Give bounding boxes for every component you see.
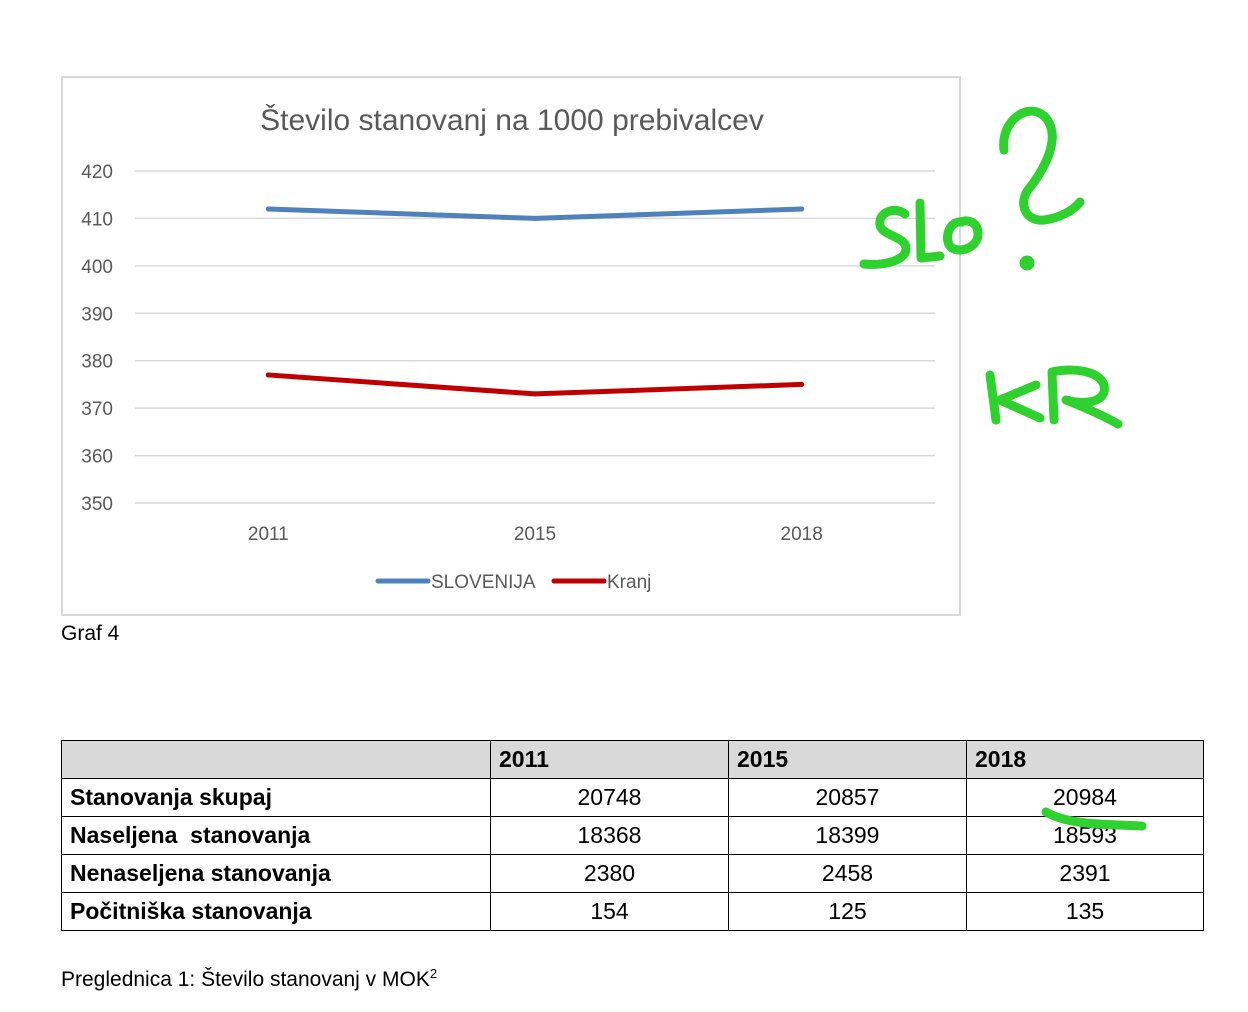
y-tick-label: 370: [81, 399, 113, 420]
data-point: [265, 372, 271, 378]
handwritten-question-mark: [999, 106, 1085, 225]
table-cell: 18368: [490, 816, 729, 855]
line-chart: Število stanovanj na 1000 prebivalcev 42…: [81, 103, 935, 593]
x-tick-label: 2018: [781, 524, 823, 545]
table-cell: 18593: [966, 816, 1204, 855]
y-tick-label: 390: [81, 304, 113, 325]
table-row: Počitniška stanovanja 154 125 135: [61, 892, 1204, 931]
footnote-marker: 2: [429, 966, 438, 981]
data-point: [532, 215, 538, 221]
chart-title: Število stanovanj na 1000 prebivalcev: [260, 103, 764, 137]
y-tick-label: 350: [81, 494, 113, 515]
series-line-kranj: [265, 372, 805, 397]
row-label: Stanovanja skupaj: [61, 778, 491, 817]
y-tick-label: 380: [81, 352, 113, 373]
handwritten-r: [1047, 365, 1123, 429]
housing-table: 2011 2015 2018 Stanovanja skupaj 20748 2…: [61, 740, 1204, 931]
y-axis-ticks: 420 410 400 390 380 370 360 350: [81, 162, 113, 515]
y-tick-label: 410: [81, 209, 113, 230]
legend-label: Kranj: [607, 572, 651, 593]
handwritten-k-arms: [995, 380, 1045, 423]
chart-container: Število stanovanj na 1000 prebivalcev 42…: [61, 76, 961, 616]
chart-legend: SLOVENIJA Kranj: [375, 572, 651, 593]
legend-label: SLOVENIJA: [431, 572, 536, 593]
table-header-year: 2018: [966, 740, 1204, 779]
y-tick-label: 400: [81, 257, 113, 278]
table-cell: 154: [490, 892, 729, 931]
table-cell: 125: [728, 892, 967, 931]
table-row: Naseljena stanovanja 18368 18399 18593: [61, 816, 1204, 855]
table-header-row: 2011 2015 2018: [61, 740, 1204, 779]
table-row: Stanovanja skupaj 20748 20857 20984: [61, 778, 1204, 817]
data-point: [799, 381, 805, 387]
table-cell: 20857: [728, 778, 967, 817]
chart-series: [265, 206, 805, 397]
table-header-year: 2011: [490, 740, 729, 779]
data-point: [799, 206, 805, 212]
y-tick-label: 420: [81, 162, 113, 183]
table-header-year: 2015: [728, 740, 967, 779]
handwritten-question-dot: [1019, 255, 1035, 271]
table-cell: 20984: [966, 778, 1204, 817]
table-cell: 20748: [490, 778, 729, 817]
graph-caption: Graf 4: [61, 622, 120, 645]
table-caption-text: Preglednica 1: Število stanovanj v MOK: [61, 968, 430, 991]
row-label: Počitniška stanovanja: [61, 892, 491, 931]
table-cell: 2380: [490, 854, 729, 893]
handwritten-k-stem: [985, 370, 1001, 425]
table-header-corner: [61, 740, 491, 779]
chart-gridlines: [135, 170, 935, 504]
data-point: [265, 206, 271, 212]
table-caption: Preglednica 1: Število stanovanj v MOK2: [61, 966, 438, 992]
table-cell: 135: [966, 892, 1204, 931]
row-label: Nenaseljena stanovanja: [61, 854, 491, 893]
table-row: Nenaseljena stanovanja 2380 2458 2391: [61, 854, 1204, 893]
data-point: [532, 391, 538, 397]
table-cell: 2391: [966, 854, 1204, 893]
y-tick-label: 360: [81, 447, 113, 468]
x-axis-ticks: 2011 2015 2018: [248, 524, 823, 545]
table-cell: 18399: [728, 816, 967, 855]
row-label: Naseljena stanovanja: [61, 816, 491, 855]
x-tick-label: 2015: [514, 524, 556, 545]
x-tick-label: 2011: [248, 524, 289, 545]
table-cell: 2458: [728, 854, 967, 893]
